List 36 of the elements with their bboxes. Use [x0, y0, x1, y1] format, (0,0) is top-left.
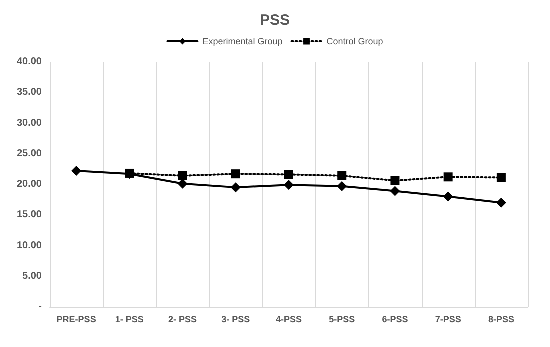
point — [444, 172, 453, 182]
y-tick-label: 10.00 — [16, 240, 42, 252]
point — [338, 171, 347, 180]
point — [231, 170, 240, 179]
x-tick-label: 8-PSS — [488, 314, 514, 324]
x-tick-label: 7-PSS — [435, 314, 462, 324]
y-tick-label: 5.00 — [22, 270, 42, 282]
point — [496, 198, 506, 208]
chart-title: PSS — [260, 12, 290, 29]
x-tick-label: 3- PSS — [222, 314, 250, 324]
x-tick-label: PRE-PSS — [56, 314, 96, 324]
y-tick-label: 35.00 — [16, 87, 42, 98]
legend-label: Experimental Group — [202, 36, 283, 46]
y-tick-label: 25.00 — [16, 148, 42, 160]
point — [390, 176, 400, 186]
point — [230, 182, 241, 193]
point — [284, 180, 294, 190]
point — [72, 166, 82, 176]
point — [496, 173, 506, 182]
point — [390, 186, 400, 196]
y-tick-label: - — [38, 302, 42, 312]
y-tick-label: 30.00 — [16, 118, 42, 129]
x-tick-label: 5-PSS — [329, 314, 356, 324]
y-tick-label: 40.00 — [16, 56, 42, 68]
point — [284, 170, 294, 180]
x-tick-label: 2- PSS — [168, 314, 198, 324]
point — [178, 178, 188, 189]
y-tick-label: 15.00 — [16, 210, 42, 221]
point — [443, 192, 454, 202]
x-tick-label: 4-PSS — [276, 314, 302, 324]
x-tick-label: 6-PSS — [382, 314, 408, 324]
point — [178, 171, 188, 180]
y-tick-label: 20.00 — [16, 179, 42, 190]
x-tick-label: 1- PSS — [115, 314, 144, 324]
legend-label: Control Group — [326, 36, 384, 46]
point — [337, 181, 348, 192]
